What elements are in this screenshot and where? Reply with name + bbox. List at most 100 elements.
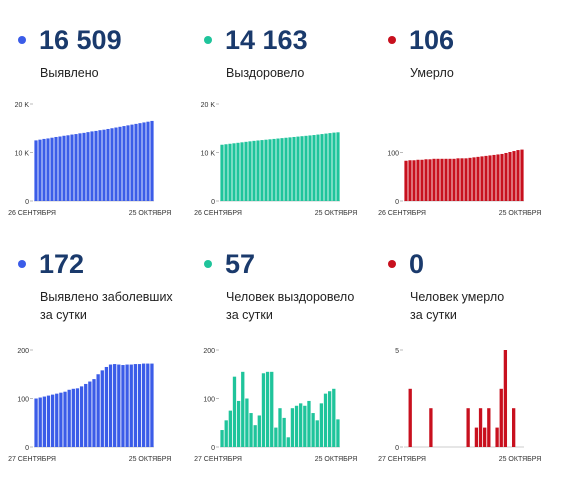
chart-bar bbox=[488, 155, 492, 201]
chart-bar bbox=[38, 139, 42, 201]
x-tick-label-end: 25 ОКТЯБРЯ bbox=[499, 210, 542, 217]
chart-bar bbox=[484, 155, 488, 201]
chart-bar bbox=[50, 137, 54, 201]
chart-bar bbox=[58, 136, 62, 201]
x-tick-label-end: 25 ОКТЯБРЯ bbox=[315, 210, 358, 217]
chart-bar bbox=[319, 403, 324, 447]
chart-bar bbox=[286, 437, 290, 447]
chart-bar bbox=[520, 149, 524, 201]
panel-label: Выявлено заболевших за сутки bbox=[40, 290, 173, 322]
chart-bar bbox=[62, 135, 66, 201]
chart-bar bbox=[228, 410, 232, 448]
series-dot-icon bbox=[204, 36, 212, 44]
chart-bar bbox=[129, 364, 133, 447]
series-dot-icon bbox=[388, 260, 396, 268]
chart-bar bbox=[436, 158, 440, 201]
y-tick-label: 100 bbox=[387, 151, 399, 158]
x-tick-label-start: 27 СЕНТЯБРЯ bbox=[194, 456, 242, 463]
chart-bar bbox=[232, 376, 237, 447]
chart-bar bbox=[74, 134, 78, 201]
chart-bar bbox=[108, 364, 113, 447]
chart-bar bbox=[34, 140, 38, 202]
y-tick-label: 0 bbox=[395, 445, 399, 452]
chart-bar bbox=[232, 143, 236, 201]
chart-bar bbox=[311, 413, 315, 447]
chart-bar bbox=[67, 389, 71, 447]
chart-bar bbox=[38, 397, 42, 447]
chart-bar bbox=[284, 137, 288, 201]
chart-bar bbox=[512, 151, 516, 201]
chart-bar bbox=[260, 140, 264, 201]
x-tick-label-start: 26 СЕНТЯБРЯ bbox=[194, 210, 242, 217]
y-tick-label: 10 K bbox=[201, 151, 216, 158]
chart-bar bbox=[55, 393, 59, 447]
chart-bar bbox=[499, 388, 503, 447]
chart-bar bbox=[110, 128, 114, 201]
chart-bar bbox=[142, 122, 146, 201]
y-tick-label: 5 bbox=[395, 348, 399, 355]
panel-value: 0 bbox=[409, 249, 425, 279]
panel-died-daily: 0 Человек умерло за сутки 0 5 27 СЕНТЯБРЯ 2… bbox=[374, 248, 559, 478]
chart-bar bbox=[150, 120, 154, 201]
y-tick-label: 20 K bbox=[201, 102, 216, 109]
chart-bar bbox=[42, 396, 46, 447]
chart-bar bbox=[324, 133, 328, 201]
chart-bar bbox=[270, 371, 274, 447]
y-tick-label: 0 bbox=[25, 199, 29, 206]
chart-bar bbox=[121, 365, 125, 447]
chart-bar bbox=[78, 133, 82, 201]
chart-bar bbox=[134, 123, 138, 201]
y-tick-label: 20 K bbox=[15, 102, 30, 109]
chart-bar bbox=[276, 138, 280, 201]
x-tick-label-start: 27 СЕНТЯБРЯ bbox=[378, 456, 426, 463]
chart-bar bbox=[126, 125, 130, 201]
chart-bar bbox=[472, 157, 476, 201]
chart-bar bbox=[241, 371, 245, 447]
chart-bar bbox=[113, 364, 117, 447]
chart-recovered: 0 10 K 20 K 26 СЕНТЯБРЯ 25 ОКТЯБРЯ bbox=[194, 102, 358, 217]
chart-bar bbox=[404, 160, 408, 201]
chart-bar bbox=[429, 408, 433, 447]
y-tick-label: 0 bbox=[211, 199, 215, 206]
x-tick-label-end: 25 ОКТЯБРЯ bbox=[315, 456, 358, 463]
y-tick-label: 200 bbox=[17, 348, 29, 355]
chart-bar bbox=[224, 144, 228, 201]
chart-bar bbox=[503, 350, 508, 447]
chart-bar bbox=[122, 126, 126, 201]
y-tick-label: 0 bbox=[395, 199, 399, 206]
chart-bar bbox=[288, 137, 292, 201]
chart-bar bbox=[312, 135, 316, 201]
chart-bar bbox=[299, 403, 303, 447]
series-dot-icon bbox=[18, 260, 26, 268]
chart-bar bbox=[100, 370, 104, 447]
chart-bar bbox=[468, 157, 472, 201]
y-tick-label: 0 bbox=[211, 445, 215, 452]
y-tick-label: 0 bbox=[25, 445, 29, 452]
chart-bar bbox=[512, 408, 516, 447]
chart-bar bbox=[483, 427, 487, 447]
chart-bar bbox=[460, 158, 464, 201]
series-dot-icon bbox=[18, 36, 26, 44]
chart-bar bbox=[408, 388, 412, 447]
chart-bar bbox=[82, 132, 86, 201]
chart-bar bbox=[86, 132, 90, 201]
chart-bar bbox=[492, 154, 496, 201]
chart-bar bbox=[304, 135, 308, 201]
chart-bar bbox=[280, 138, 284, 201]
y-tick-label: 200 bbox=[203, 348, 215, 355]
chart-bar bbox=[228, 143, 232, 201]
chart-bar bbox=[63, 391, 67, 447]
chart-bar bbox=[474, 427, 479, 447]
panel-label: Человек выздоровело за сутки bbox=[226, 290, 355, 322]
chart-bar bbox=[244, 141, 248, 201]
panel-value: 172 bbox=[39, 249, 85, 279]
chart-bar bbox=[146, 121, 150, 201]
chart-bar bbox=[253, 425, 257, 447]
chart-bar bbox=[440, 158, 444, 201]
panel-label: Выздоровело bbox=[226, 66, 305, 80]
panel-recovered: 14 163 Выздоровело 0 10 K 20 K 26 СЕНТЯБРЯ 2… bbox=[190, 24, 375, 254]
chart-bar bbox=[320, 134, 324, 201]
chart-bar bbox=[256, 140, 260, 201]
chart-bar bbox=[96, 374, 100, 447]
series-dot-icon bbox=[388, 36, 396, 44]
